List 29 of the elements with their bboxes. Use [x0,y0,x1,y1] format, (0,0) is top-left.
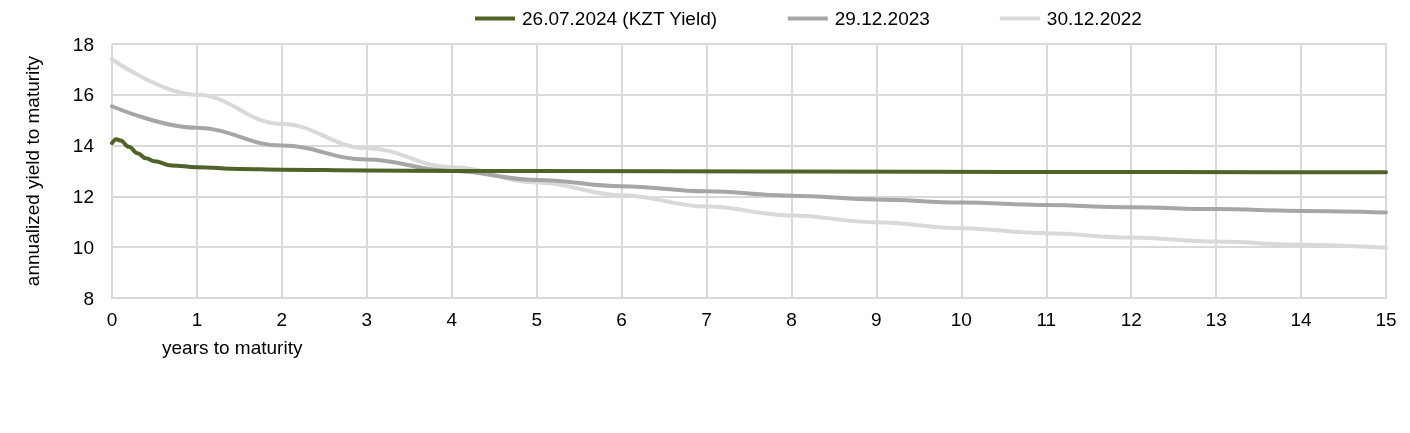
legend-label: 26.07.2024 (KZT Yield) [522,8,718,29]
x-tick-label: 4 [446,309,458,330]
y-tick-label: 18 [72,33,94,55]
x-tick-label: 13 [1205,309,1227,330]
y-tick-label: 10 [72,236,94,258]
y-tick-label: 8 [83,287,94,309]
x-tick-label: 14 [1290,309,1313,330]
x-tick-label: 11 [1036,309,1057,330]
x-axis-title: years to maturity [162,337,303,358]
x-tick-label: 12 [1120,309,1142,330]
legend-label: 30.12.2022 [1046,8,1142,29]
x-tick-label: 15 [1375,309,1397,330]
x-tick-label: 6 [616,309,627,330]
x-tick-label: 0 [106,309,118,330]
x-tick-label: 8 [786,309,797,330]
x-tick-label: 5 [531,309,542,330]
legend-label: 29.12.2023 [834,8,930,29]
y-axis-title: annualized yield to maturity [22,55,43,287]
x-tick-label: 2 [276,309,288,330]
x-tick-label: 9 [871,309,882,330]
line-series [110,104,1388,215]
y-tick-label: 12 [72,185,94,207]
x-tick-label: 1 [191,309,203,330]
line-series [110,137,1388,175]
y-tick-label: 14 [72,135,95,157]
x-tick-label: 10 [950,309,972,330]
y-tick-label: 16 [72,84,94,106]
x-tick-label: 7 [701,309,712,330]
x-tick-label: 3 [361,309,373,330]
